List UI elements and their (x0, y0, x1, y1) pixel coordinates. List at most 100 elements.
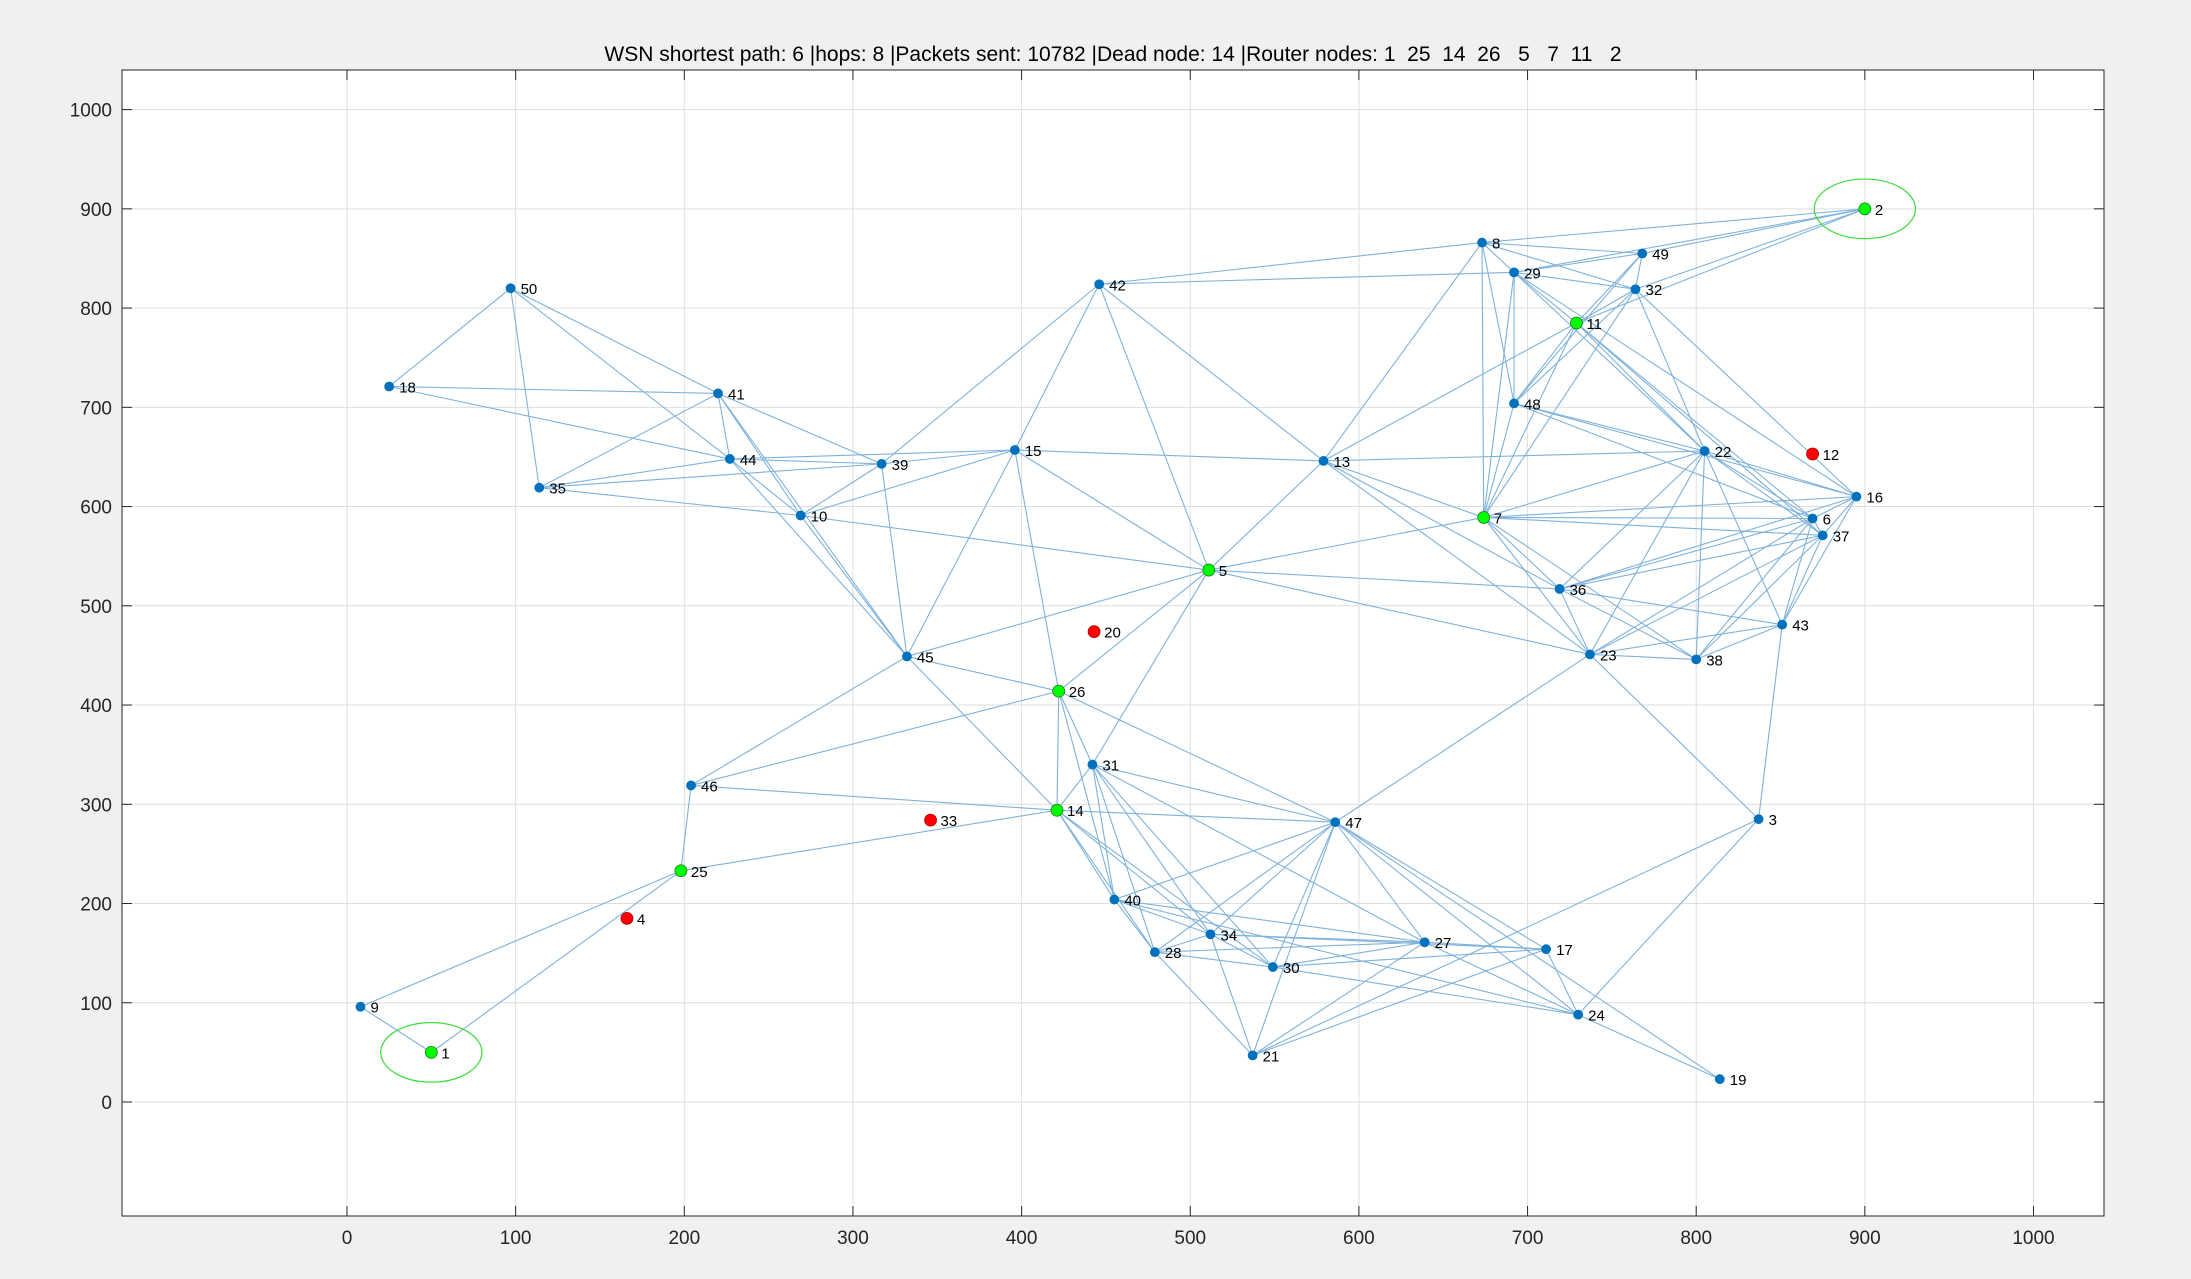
range-circle (380, 1022, 483, 1083)
network-edge (1210, 933, 1547, 950)
network-edge (1481, 242, 1643, 255)
network-edge (1559, 534, 1823, 590)
network-edge (717, 393, 908, 657)
network-edge (431, 870, 682, 1053)
network-edge (1252, 818, 1759, 1056)
network-edge (717, 393, 731, 460)
node-label: 44 (740, 452, 757, 469)
network-edge (1252, 821, 1336, 1056)
network-edge (1704, 450, 1813, 519)
sensor-node (1205, 929, 1216, 940)
network-edge (1576, 322, 1813, 519)
network-edge (800, 463, 882, 516)
sensor-node (713, 388, 723, 399)
node-label: 48 (1524, 396, 1541, 413)
router-node (1570, 316, 1583, 330)
node-label: 43 (1792, 618, 1809, 635)
network-edge (1272, 948, 1547, 968)
range-circles (380, 178, 1917, 1083)
network-edge (1210, 933, 1274, 968)
node-label: 17 (1556, 942, 1573, 959)
network-edge (1559, 588, 1697, 660)
network-edge (1577, 818, 1760, 1016)
node-label: 8 (1492, 236, 1500, 253)
x-tick-label: 600 (1343, 1228, 1375, 1249)
node-labels: 1234567891011121314151617181920212223242… (370, 202, 1883, 1089)
network-edge (690, 690, 1059, 786)
network-edge (1056, 809, 1115, 900)
sensor-node (1009, 445, 1020, 455)
network-edge (1272, 821, 1336, 968)
node-label: 18 (399, 379, 416, 396)
network-edge (1058, 691, 1115, 900)
sensor-node (1087, 759, 1098, 770)
node-label: 42 (1109, 277, 1126, 294)
network-edge (1334, 821, 1579, 1016)
network-edge (1113, 899, 1156, 953)
node-label: 26 (1069, 684, 1086, 701)
y-tick-label: 600 (80, 498, 112, 519)
node-label: 40 (1124, 893, 1141, 910)
network-edge (1483, 403, 1515, 518)
network-edge (906, 656, 1058, 811)
sensor-node (876, 458, 887, 469)
network-edge (1058, 569, 1210, 692)
network-edge (800, 514, 1209, 571)
network-edge (1781, 535, 1824, 625)
node-label: 32 (1645, 282, 1662, 299)
sensor-node (1318, 456, 1329, 466)
network-edge (1058, 690, 1336, 823)
network-edge (717, 392, 882, 465)
network-edge (1208, 569, 1591, 655)
network-edge (1252, 948, 1547, 1056)
network-edge (1092, 764, 1336, 823)
network-edge (539, 458, 730, 489)
sensor-node (1714, 1074, 1725, 1085)
network-edge (881, 449, 1015, 465)
network-edge (1272, 966, 1579, 1016)
network-edge (1481, 242, 1515, 273)
network-edge (1424, 941, 1547, 950)
network-edge (1513, 322, 1577, 404)
network-edge (1091, 569, 1210, 765)
sensor-node (1807, 513, 1818, 524)
network-edge (389, 385, 719, 394)
network-edge (691, 784, 1058, 811)
node-label: 41 (728, 386, 745, 403)
x-tick-label: 700 (1512, 1228, 1544, 1249)
sensor-node (686, 780, 696, 791)
node-label: 31 (1102, 758, 1119, 775)
network-edge (539, 463, 882, 489)
network-edge (1577, 1014, 1721, 1080)
sensor-node (1851, 491, 1862, 502)
x-tick-label: 0 (342, 1228, 353, 1249)
node-label: 19 (1730, 1072, 1747, 1089)
network-edge (1589, 517, 1813, 655)
network-edge (1056, 809, 1156, 953)
network-edge (1559, 517, 1813, 590)
network-edge (1589, 534, 1823, 655)
x-tick-label: 500 (1174, 1228, 1206, 1249)
node-label: 6 (1823, 511, 1831, 528)
network-edge (388, 287, 511, 387)
sensor-node (1509, 267, 1519, 278)
network-edge (1056, 809, 1211, 935)
node-label: 36 (1570, 582, 1587, 599)
network-nodes (355, 202, 1872, 1085)
node-label: 13 (1333, 454, 1350, 471)
node-label: 25 (691, 864, 708, 881)
network-edge (1014, 449, 1060, 692)
node-label: 50 (521, 281, 538, 298)
sensor-node (1267, 962, 1278, 972)
network-edge (1576, 322, 1706, 452)
dead-node (1087, 625, 1101, 639)
y-tick-label: 900 (80, 200, 112, 221)
network-edge (1154, 951, 1273, 968)
network-edge (1092, 764, 1274, 968)
network-edge (1483, 496, 1857, 519)
network-edge (1114, 899, 1425, 943)
network-edge (1114, 899, 1579, 1016)
network-edge (1208, 460, 1324, 571)
network-edge (539, 392, 719, 489)
